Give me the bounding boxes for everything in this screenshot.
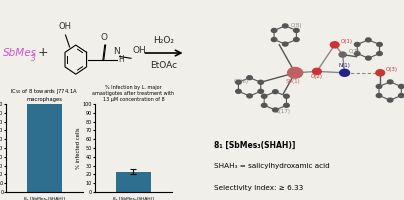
Circle shape — [330, 42, 339, 48]
Circle shape — [398, 94, 404, 98]
Circle shape — [354, 52, 360, 56]
Text: N: N — [113, 47, 120, 56]
Title: % Infection by L. major
amastigotes after treatment with
13 μM concentration of : % Infection by L. major amastigotes afte… — [92, 85, 175, 102]
Text: C(1): C(1) — [349, 49, 360, 54]
Text: N(1): N(1) — [339, 62, 351, 68]
Text: C(26): C(26) — [234, 79, 249, 84]
Text: H: H — [118, 55, 124, 64]
Text: 8₁ [SbMes₃(SHAH)]: 8₁ [SbMes₃(SHAH)] — [214, 141, 295, 150]
Circle shape — [376, 84, 382, 88]
Circle shape — [282, 42, 288, 46]
Circle shape — [282, 24, 288, 28]
Circle shape — [271, 28, 277, 32]
Bar — [27, 104, 62, 192]
Circle shape — [284, 94, 289, 98]
Text: 3: 3 — [31, 54, 36, 63]
Circle shape — [387, 80, 393, 84]
Bar — [116, 172, 151, 192]
Circle shape — [366, 38, 371, 42]
Circle shape — [236, 89, 241, 93]
Text: Selectivity Index: ≥ 6.33: Selectivity Index: ≥ 6.33 — [214, 185, 303, 191]
Text: OH: OH — [132, 46, 146, 55]
Circle shape — [284, 103, 289, 107]
Circle shape — [294, 28, 299, 32]
Circle shape — [376, 94, 382, 98]
Text: EtOAc: EtOAc — [150, 61, 178, 70]
Circle shape — [377, 42, 382, 46]
Circle shape — [294, 38, 299, 42]
Circle shape — [376, 70, 385, 76]
Circle shape — [273, 108, 278, 112]
Circle shape — [273, 90, 278, 94]
Circle shape — [247, 94, 252, 98]
Text: C(8): C(8) — [291, 23, 303, 28]
Text: C(17): C(17) — [276, 109, 290, 114]
Title: IC$_{50}$ of 8 towards J774.1A
macrophages: IC$_{50}$ of 8 towards J774.1A macrophag… — [11, 87, 78, 102]
Circle shape — [377, 52, 382, 56]
Circle shape — [340, 69, 349, 76]
Circle shape — [236, 80, 241, 84]
Y-axis label: % infected cells: % infected cells — [76, 127, 81, 169]
Text: O(2): O(2) — [311, 74, 323, 79]
Text: O(1): O(1) — [341, 39, 353, 44]
Circle shape — [387, 98, 393, 102]
Circle shape — [366, 56, 371, 60]
Circle shape — [354, 42, 360, 46]
Text: +: + — [37, 46, 48, 60]
Circle shape — [258, 89, 263, 93]
Text: O: O — [101, 33, 107, 42]
Circle shape — [271, 38, 277, 42]
Text: SbMes: SbMes — [3, 48, 38, 58]
Circle shape — [339, 52, 346, 57]
Circle shape — [398, 84, 404, 88]
Circle shape — [261, 103, 267, 107]
Circle shape — [258, 80, 263, 84]
Text: Sb(1): Sb(1) — [286, 79, 301, 84]
Text: H₂O₂: H₂O₂ — [154, 36, 175, 45]
Text: O(3): O(3) — [386, 67, 398, 72]
Circle shape — [313, 68, 321, 74]
Text: OH: OH — [58, 22, 71, 31]
Circle shape — [247, 76, 252, 80]
Circle shape — [288, 67, 303, 78]
Circle shape — [261, 94, 267, 98]
Text: SHAH₃ = salicylhydroxamic acid: SHAH₃ = salicylhydroxamic acid — [214, 163, 330, 169]
